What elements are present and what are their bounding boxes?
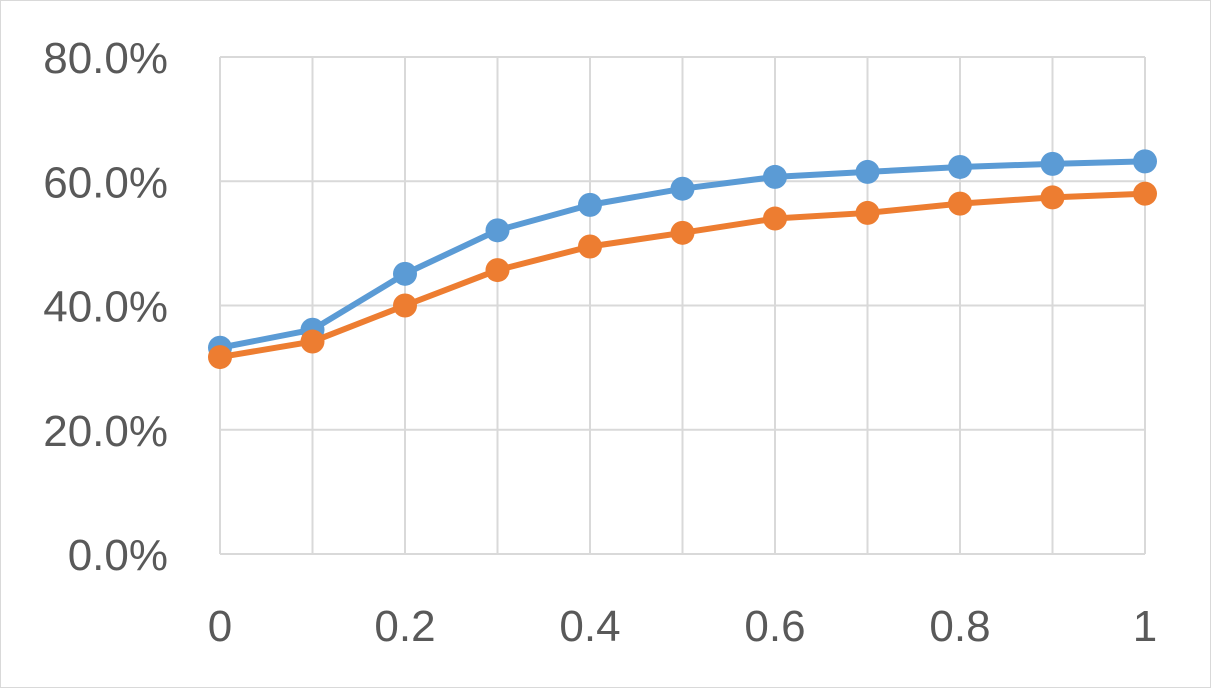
x-tick-label: 0.6 xyxy=(744,602,805,651)
x-tick-label: 1 xyxy=(1133,602,1157,651)
data-point-marker xyxy=(948,191,972,216)
y-tick-label: 40.0% xyxy=(43,283,168,332)
data-series xyxy=(208,149,1157,370)
data-point-marker xyxy=(1040,185,1065,210)
x-tick-label: 0.8 xyxy=(929,602,990,651)
data-point-marker xyxy=(578,192,602,217)
gridlines xyxy=(219,56,1146,555)
y-axis-tick-labels: 0.0% 20.0% 40.0% 60.0% 80.0% xyxy=(43,34,168,580)
y-tick-label: 60.0% xyxy=(43,158,168,207)
data-point-marker xyxy=(393,293,417,318)
data-point-marker xyxy=(300,329,325,354)
data-point-marker xyxy=(948,154,972,179)
y-tick-label: 0.0% xyxy=(68,531,168,580)
data-point-marker xyxy=(763,206,787,231)
data-point-marker xyxy=(578,234,602,259)
series-1 xyxy=(208,149,1157,360)
data-point-marker xyxy=(393,261,417,286)
data-point-marker xyxy=(855,200,880,225)
data-point-marker xyxy=(485,218,510,243)
series-2 xyxy=(208,181,1157,370)
y-tick-label: 80.0% xyxy=(43,34,168,83)
data-point-marker xyxy=(763,164,787,189)
data-point-marker xyxy=(855,159,880,184)
data-point-marker xyxy=(1133,149,1157,174)
x-tick-label: 0.4 xyxy=(559,602,620,651)
data-point-marker xyxy=(1040,151,1065,176)
y-tick-label: 20.0% xyxy=(43,407,168,456)
x-tick-label: 0.2 xyxy=(374,602,435,651)
data-point-marker xyxy=(1133,181,1157,206)
x-axis-tick-labels: 0 0.2 0.4 0.6 0.8 1 xyxy=(208,602,1157,651)
data-point-marker xyxy=(485,258,510,283)
x-tick-label: 0 xyxy=(208,602,232,651)
data-point-marker xyxy=(208,345,232,370)
data-point-marker xyxy=(670,220,695,245)
data-point-marker xyxy=(670,176,695,201)
